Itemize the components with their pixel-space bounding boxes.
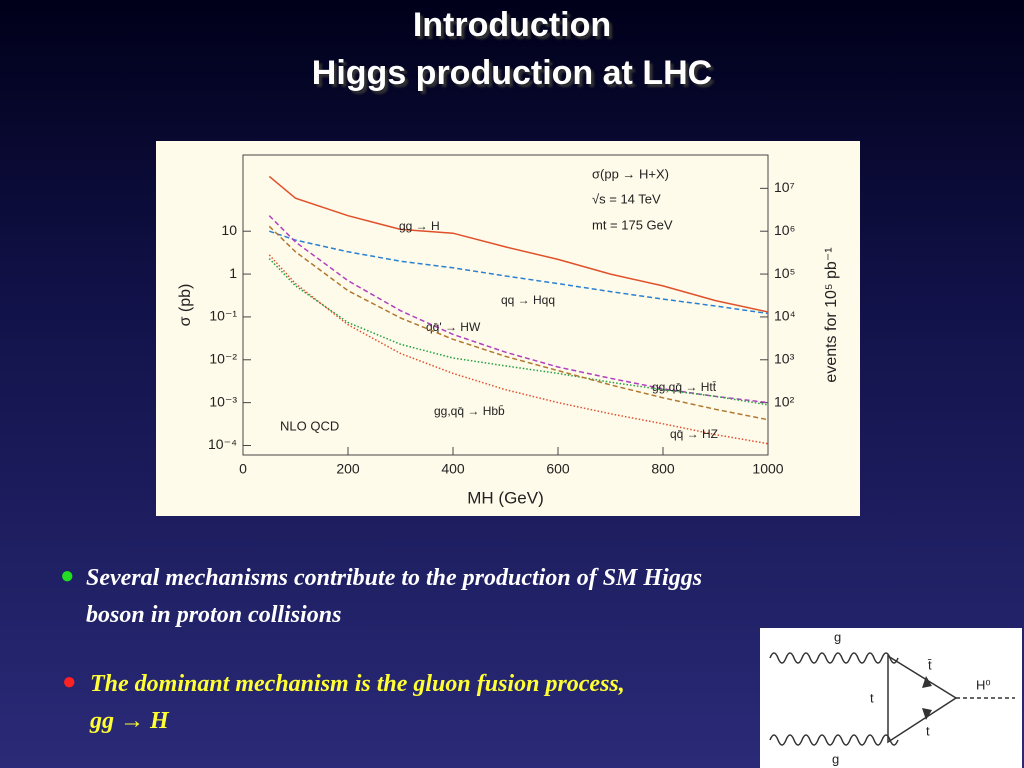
- x-tick-label: 800: [651, 461, 675, 477]
- diagram-label: g: [832, 751, 839, 766]
- series-label: gg,qq̄ → Hbb̄: [434, 404, 505, 418]
- x-tick-label: 600: [546, 461, 570, 477]
- series-label: qq̄ → HZ: [670, 427, 718, 441]
- diagram-label: t̄: [928, 657, 932, 672]
- diagram-background: [760, 628, 1022, 768]
- x-tick-label: 1000: [752, 461, 783, 477]
- gluon: [769, 734, 899, 746]
- series-label: qq → Hqq: [501, 293, 555, 307]
- series-line: [268, 215, 769, 404]
- chart-background: [156, 141, 860, 516]
- slide-subtitle: Higgs production at LHC: [311, 54, 713, 92]
- y-tick-label: 10⁻⁴: [208, 436, 237, 452]
- y2-tick-label: 10⁷: [774, 179, 795, 195]
- annotation: NLO QCD: [280, 418, 339, 433]
- y2-tick-label: 10⁶: [774, 222, 795, 238]
- x-tick-label: 0: [239, 461, 247, 477]
- series-label: qq̄' → HW: [426, 320, 481, 334]
- series-line: [268, 258, 769, 406]
- y2-tick-label: 10⁵: [774, 265, 795, 281]
- bullet-dot: ●: [62, 668, 77, 695]
- x-tick-label: 400: [441, 461, 465, 477]
- plot-frame: [242, 154, 769, 456]
- series-line: [269, 230, 769, 315]
- annotation: √s = 14 TeV: [592, 191, 661, 206]
- series-label: gg,qq̄ → Htt̄: [652, 380, 717, 394]
- annotation: mt = 175 GeV: [592, 217, 673, 232]
- y-tick-label: 10⁻¹: [209, 308, 237, 324]
- series-line: [268, 225, 769, 421]
- x-axis-label: MH (GeV): [467, 488, 544, 507]
- y-tick-label: 10⁻²: [209, 350, 237, 366]
- annotation: σ(pp → H+X): [592, 166, 669, 181]
- bullet-text: Several mechanisms contribute to the pro…: [86, 565, 703, 628]
- y-tick-label: 10: [221, 222, 237, 238]
- y2-axis-label: events for 10⁵ pb⁻¹: [823, 247, 840, 382]
- arrow: [922, 676, 932, 720]
- slide-title: Introduction: [412, 6, 612, 44]
- diagram-label: H⁰: [976, 677, 991, 692]
- chart: 0 200 400 600 800 1000 10⁻⁴ 10⁻³ 10⁻² 10⁻¹ 1 10 10² 1…: [156, 141, 860, 516]
- diagram-label: g: [834, 629, 841, 644]
- y2-tick-label: 10²: [774, 393, 795, 409]
- y-axis-label: σ (pb): [177, 284, 194, 327]
- feynman-diagram: g t̄ t t H⁰ g: [760, 628, 1022, 768]
- bullet-text: The dominant mechanism is the gluon fusi…: [90, 671, 625, 734]
- series-line: [268, 254, 769, 445]
- y-tick-label: 10⁻³: [209, 393, 237, 409]
- series-label: gg → H: [399, 219, 440, 233]
- bullet-dot: ●: [60, 562, 75, 589]
- y2-tick-label: 10³: [774, 350, 795, 366]
- diagram-label: t: [870, 690, 874, 705]
- y-tick-label: 1: [229, 265, 237, 281]
- top-loop: [887, 654, 958, 744]
- gluon: [769, 652, 899, 664]
- y2-tick-label: 10⁴: [774, 308, 796, 324]
- diagram-label: t: [926, 723, 930, 738]
- series-line: [268, 175, 769, 313]
- x-tick-label: 200: [336, 461, 360, 477]
